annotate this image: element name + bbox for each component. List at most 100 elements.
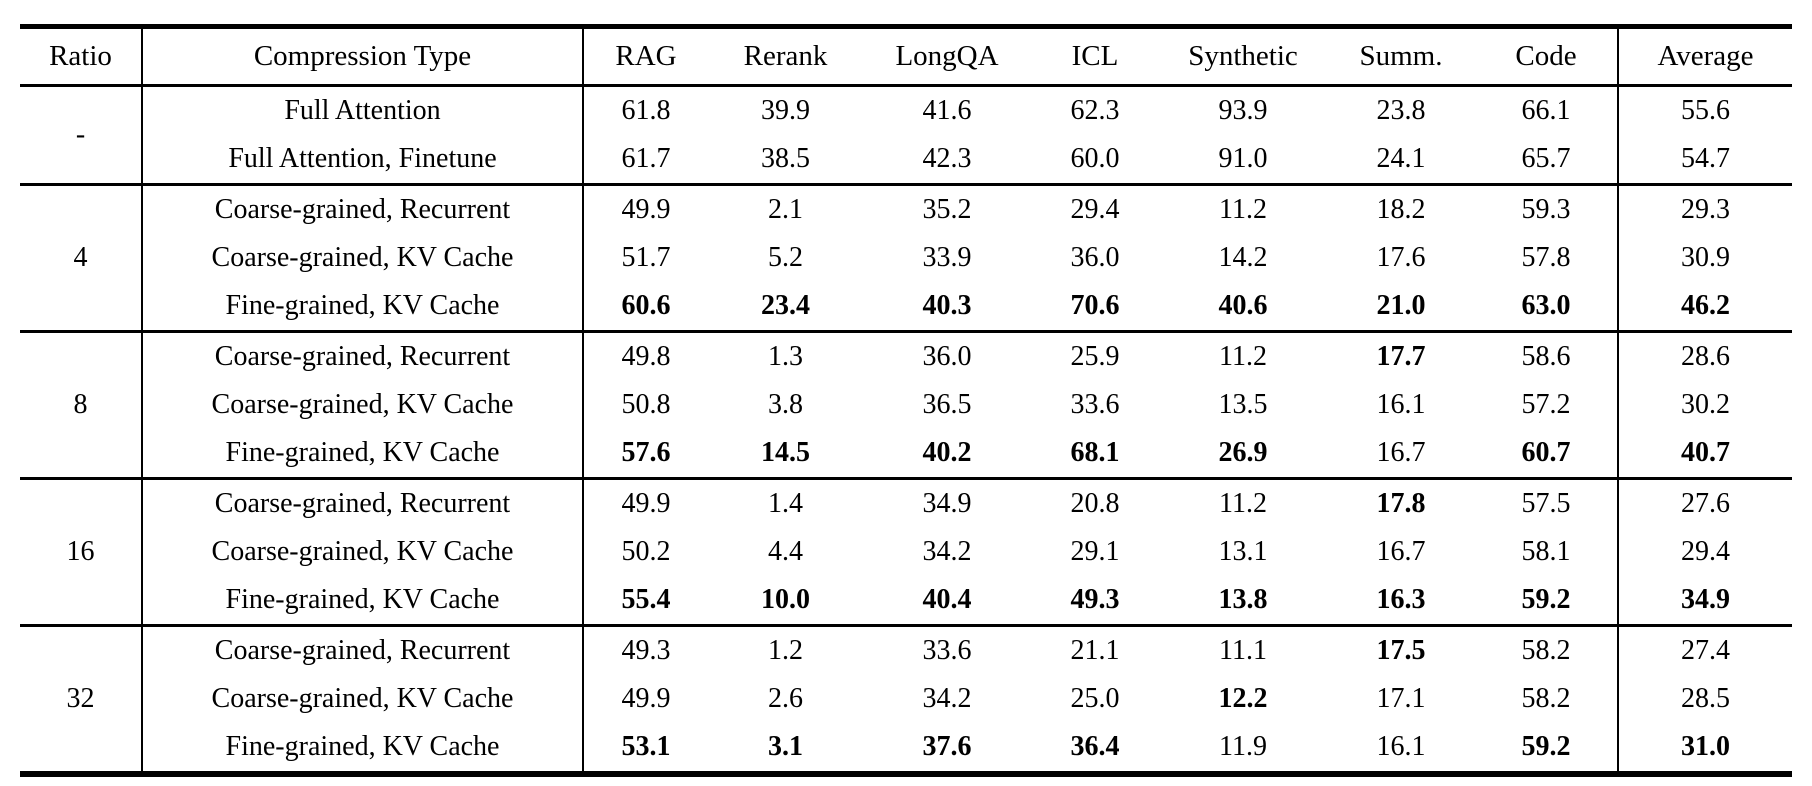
- table-header: Ratio Compression Type RAG Rerank LongQA…: [20, 26, 1792, 86]
- table-row: 32 Coarse-grained, Recurrent 49.3 1.2 33…: [20, 625, 1792, 774]
- metric-cell-summ: 24.1: [1376, 143, 1426, 174]
- metric-cell-rag: 61.8: [621, 95, 671, 126]
- compression-type-cell: Full Attention: [142, 85, 584, 135]
- compression-type-cell: Coarse-grained, KV Cache: [142, 528, 584, 576]
- metric-cell-code: 58.6: [1521, 341, 1571, 372]
- table-row: Fine-grained, KV Cache 53.1 3.1 37.6 36.…: [20, 723, 1792, 774]
- ratio-cell: 4: [20, 184, 143, 332]
- table-row: Fine-grained, KV Cache 57.6 14.5 40.2 68…: [20, 429, 1792, 479]
- table-row: Fine-grained, KV Cache 60.6 23.4 40.3 70…: [20, 282, 1792, 332]
- metric-cell-code: 59.3: [1521, 194, 1571, 225]
- col-header-longqa: LongQA: [895, 40, 999, 72]
- metric-cell-rerank: 2.1: [768, 194, 803, 225]
- metric-cell-synthetic: 26.9: [1218, 437, 1268, 468]
- metric-cell-summ: 17.5: [1376, 635, 1426, 666]
- metric-cell-synthetic: 91.0: [1218, 143, 1268, 174]
- ratio-block-none: - Full Attention 61.8 39.9 41.6 62.3 93.…: [20, 85, 1792, 185]
- ratio-cell: 32: [20, 625, 143, 774]
- metric-cell-average: 27.4: [1617, 625, 1792, 675]
- metric-cell-icl: 36.0: [1070, 242, 1120, 273]
- compression-type-cell: Coarse-grained, Recurrent: [142, 478, 584, 528]
- metric-cell-average: 31.0: [1617, 723, 1792, 774]
- table-row: Coarse-grained, KV Cache 51.7 5.2 33.9 3…: [20, 234, 1792, 282]
- col-header-rag: RAG: [615, 40, 677, 72]
- ratio-cell: -: [20, 85, 143, 185]
- metric-cell-summ: 16.1: [1376, 389, 1426, 420]
- metric-cell-longqa: 33.9: [922, 242, 972, 273]
- metric-cell-code: 60.7: [1521, 437, 1571, 468]
- metric-cell-summ: 16.7: [1376, 536, 1426, 567]
- col-header-icl: ICL: [1071, 40, 1119, 72]
- metric-cell-average: 27.6: [1617, 478, 1792, 528]
- metric-cell-code: 59.2: [1521, 584, 1571, 615]
- metric-cell-synthetic: 13.1: [1218, 536, 1268, 567]
- metric-cell-average: 29.3: [1617, 184, 1792, 234]
- metric-cell-average: 29.4: [1617, 528, 1792, 576]
- col-header-code: Code: [1515, 40, 1577, 72]
- metric-cell-average: 54.7: [1617, 135, 1792, 185]
- metric-cell-longqa: 34.2: [922, 536, 972, 567]
- col-header-summ: Summ.: [1359, 40, 1443, 72]
- metric-cell-synthetic: 11.2: [1219, 488, 1267, 519]
- metric-cell-summ: 17.8: [1376, 488, 1426, 519]
- metric-cell-longqa: 40.3: [922, 290, 972, 321]
- ratio-cell: 16: [20, 478, 143, 626]
- table-row: 8 Coarse-grained, Recurrent 49.8 1.3 36.…: [20, 331, 1792, 479]
- metric-cell-average: 55.6: [1617, 85, 1792, 135]
- metric-cell-summ: 17.1: [1376, 683, 1426, 714]
- metric-cell-rag: 53.1: [621, 731, 671, 762]
- metric-cell-summ: 23.8: [1376, 95, 1426, 126]
- metric-cell-synthetic: 13.8: [1218, 584, 1268, 615]
- metric-cell-rerank: 2.6: [768, 683, 803, 714]
- col-header-ratio: Ratio: [20, 26, 143, 86]
- ratio-block-16: 16 Coarse-grained, Recurrent 49.9 1.4 34…: [20, 478, 1792, 626]
- metric-cell-code: 57.5: [1521, 488, 1571, 519]
- metric-cell-summ: 16.3: [1376, 584, 1426, 615]
- metric-cell-rag: 60.6: [621, 290, 671, 321]
- metric-cell-rag: 49.9: [621, 194, 671, 225]
- metric-cell-rerank: 14.5: [761, 437, 810, 468]
- metric-cell-icl: 25.0: [1070, 683, 1120, 714]
- metric-cell-longqa: 37.6: [922, 731, 972, 762]
- metric-cell-average: 28.5: [1617, 675, 1792, 723]
- metric-cell-rerank: 23.4: [761, 290, 810, 321]
- compression-type-cell: Coarse-grained, KV Cache: [142, 381, 584, 429]
- metric-cell-longqa: 34.9: [922, 488, 972, 519]
- metric-cell-summ: 16.7: [1376, 437, 1426, 468]
- metric-cell-synthetic: 12.2: [1218, 683, 1268, 714]
- metric-cell-summ: 18.2: [1376, 194, 1426, 225]
- metric-cell-longqa: 40.4: [922, 584, 972, 615]
- metric-cell-rag: 55.4: [621, 584, 671, 615]
- compression-type-cell: Fine-grained, KV Cache: [142, 282, 584, 332]
- compression-type-cell: Fine-grained, KV Cache: [142, 429, 584, 479]
- metric-cell-rerank: 38.5: [761, 143, 810, 174]
- metric-cell-code: 63.0: [1521, 290, 1571, 321]
- metric-cell-rag: 50.2: [621, 536, 671, 567]
- metric-cell-synthetic: 14.2: [1218, 242, 1268, 273]
- table-row: Coarse-grained, KV Cache 49.9 2.6 34.2 2…: [20, 675, 1792, 723]
- table-row: Coarse-grained, KV Cache 50.8 3.8 36.5 3…: [20, 381, 1792, 429]
- metric-cell-summ: 21.0: [1376, 290, 1426, 321]
- metric-cell-summ: 16.1: [1376, 731, 1426, 762]
- metric-cell-icl: 36.4: [1070, 731, 1120, 762]
- compression-type-cell: Coarse-grained, Recurrent: [142, 625, 584, 675]
- metric-cell-longqa: 36.0: [922, 341, 972, 372]
- metric-cell-rag: 49.9: [621, 683, 671, 714]
- col-header-average: Average: [1617, 26, 1792, 86]
- metric-cell-code: 59.2: [1521, 731, 1571, 762]
- metric-cell-rerank: 1.2: [768, 635, 803, 666]
- metric-cell-longqa: 34.2: [922, 683, 972, 714]
- metric-cell-longqa: 41.6: [922, 95, 972, 126]
- metric-cell-icl: 70.6: [1070, 290, 1120, 321]
- ratio-cell: 8: [20, 331, 143, 479]
- metric-cell-rerank: 3.8: [768, 389, 803, 420]
- metric-cell-code: 66.1: [1521, 95, 1571, 126]
- metric-cell-longqa: 42.3: [922, 143, 972, 174]
- metric-cell-synthetic: 93.9: [1218, 95, 1268, 126]
- metric-cell-synthetic: 11.2: [1219, 341, 1267, 372]
- metric-cell-rerank: 4.4: [768, 536, 803, 567]
- metric-cell-rerank: 1.3: [768, 341, 803, 372]
- metric-cell-longqa: 35.2: [922, 194, 972, 225]
- metric-cell-average: 34.9: [1617, 576, 1792, 626]
